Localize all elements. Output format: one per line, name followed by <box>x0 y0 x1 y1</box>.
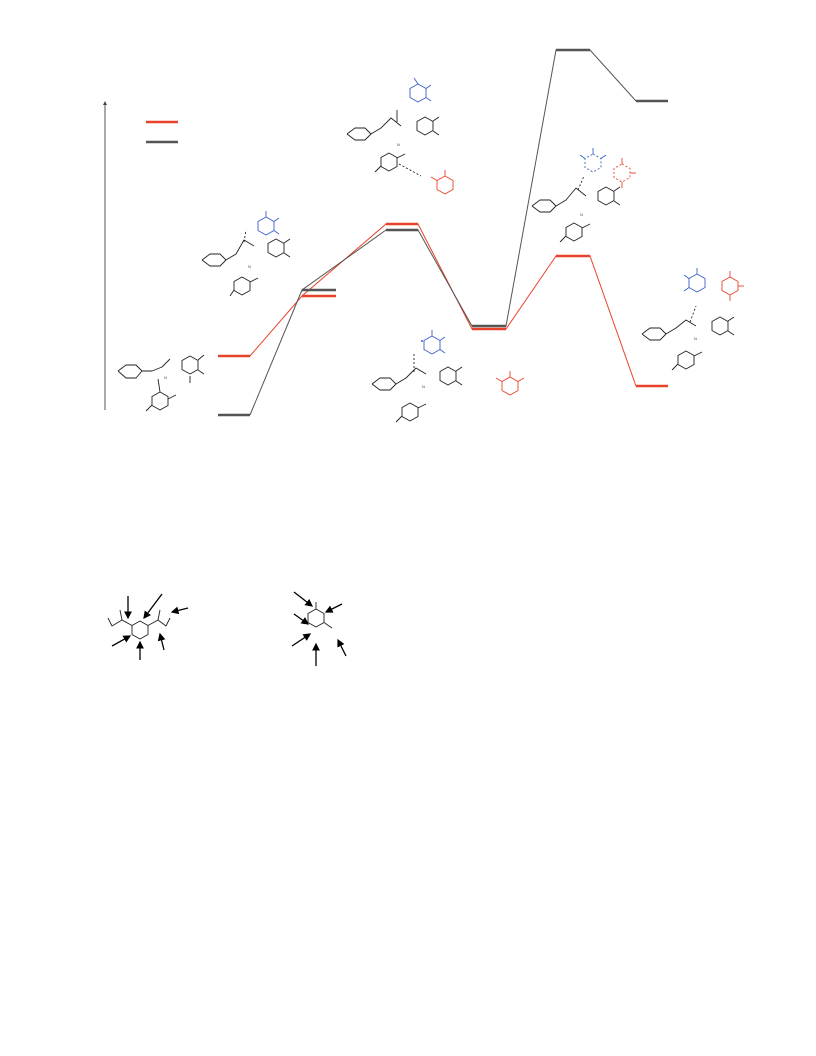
structure-start: N <box>117 354 205 412</box>
fragment-red-2 <box>495 371 525 396</box>
fragment-red-4 <box>721 271 744 301</box>
fragment-red-1 <box>430 170 454 195</box>
structure-int2: N <box>371 352 463 423</box>
fragment-blue-3 <box>421 330 446 355</box>
black-pathway-connectors <box>249 49 637 416</box>
structure-ts2: N <box>531 175 621 243</box>
svg-text:N: N <box>397 142 400 147</box>
arrow-structure-right <box>291 591 347 666</box>
energy-levels <box>218 48 668 417</box>
arrow-structure-left <box>107 593 189 660</box>
svg-text:N: N <box>580 212 583 217</box>
fragment-blue-2 <box>409 77 432 103</box>
svg-text:N: N <box>248 264 251 269</box>
fragment-blue-5 <box>683 268 706 293</box>
structure-ts1: N <box>346 110 440 177</box>
fragment-red-3 <box>613 158 636 188</box>
structure-int1: N <box>201 229 291 297</box>
svg-text:N: N <box>694 336 697 341</box>
legend <box>146 120 178 144</box>
fragment-blue-1 <box>257 211 280 236</box>
svg-text:N: N <box>422 384 425 389</box>
structure-product: N <box>641 305 735 371</box>
red-pathway-connectors <box>249 223 637 387</box>
fragment-blue-4 <box>579 148 607 173</box>
svg-text:N: N <box>164 375 167 380</box>
